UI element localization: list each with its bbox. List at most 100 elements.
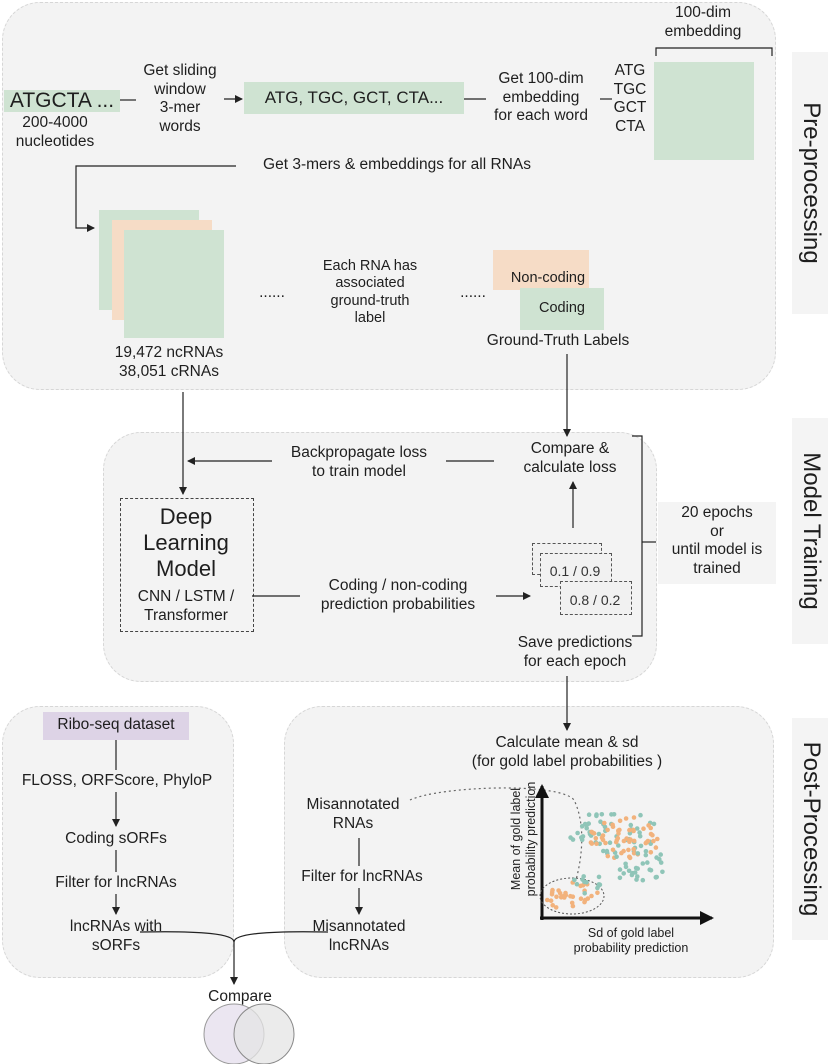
scatter-dot: [617, 827, 622, 833]
scatter-dot: [626, 868, 632, 874]
postprocessing-panel: [284, 706, 774, 978]
prob-box-b: [560, 581, 632, 615]
scatter-dot: [575, 830, 580, 836]
scatter-dot: [582, 879, 587, 885]
scatter-dot: [572, 877, 577, 883]
scatter-dot: [621, 848, 626, 854]
scatter-dot: [627, 854, 632, 860]
scatter-dot: [550, 903, 555, 908]
scatter-dot: [617, 867, 623, 872]
get-embedding-text: Get 100-dim embedding for each word: [494, 70, 588, 125]
scatter-dot: [653, 845, 659, 850]
scatter-dot: [599, 835, 605, 841]
scatter-dot: [621, 838, 627, 844]
misannotated-cluster-ellipse: [539, 877, 605, 915]
scatter-dot: [637, 830, 642, 835]
scatter-dot: [598, 819, 603, 824]
scatter-dot: [614, 837, 620, 843]
scatter-dot: [631, 846, 636, 852]
scatter-dot: [582, 821, 588, 827]
words-text: ATG, TGC, GCT, CTA...: [264, 88, 444, 107]
scatter-dot: [601, 848, 606, 854]
scatter-dot: [582, 891, 587, 896]
scatter-dot: [557, 891, 563, 896]
scatter-points: [545, 812, 665, 910]
dotted-link-misannotated: [409, 787, 583, 881]
scatter-dot: [628, 822, 634, 828]
scatter-dot: [640, 861, 646, 866]
scatter-dot: [594, 812, 599, 817]
rna-stack-front: [124, 230, 224, 338]
compare-brace: [139, 931, 329, 943]
scatter-dot: [588, 840, 594, 845]
coding-sorfs: Coding sORFs: [65, 830, 167, 847]
scatter-dot: [548, 898, 554, 903]
scatter-dot: [634, 877, 639, 882]
scatter-dot: [648, 831, 654, 837]
scatter-dot: [617, 818, 623, 824]
scatter-dot: [631, 838, 637, 844]
scatter-dot: [658, 852, 663, 857]
scatter-dot: [605, 827, 610, 833]
backprop-text: Backpropagate loss to train model: [272, 444, 446, 482]
scatter-dot: [623, 861, 628, 867]
scatter-dot: [554, 894, 559, 900]
save-predictions-text: Save predictions for each epoch: [517, 634, 633, 670]
scatter-dot: [549, 892, 555, 897]
scatter-dot: [616, 843, 621, 848]
noncoding-box: [493, 250, 589, 290]
filter-lnc-right: Filter for lncRNAs: [301, 868, 423, 885]
prob-a: 0.1 / 0.9: [549, 563, 601, 579]
scatter-dot: [658, 860, 664, 865]
scatter-dot: [651, 821, 657, 827]
scatter-dot: [635, 851, 641, 856]
scatter-dot: [637, 833, 643, 839]
side-label-box-post: [792, 718, 828, 940]
prob-b: 0.8 / 0.2: [569, 592, 621, 608]
scatter-dot: [578, 896, 584, 901]
scatter-dot: [645, 838, 651, 844]
scatter-dot: [657, 856, 662, 862]
scatter-dot: [609, 812, 614, 817]
input-length: 200-4000 nucleotides: [15, 114, 95, 150]
dots-right: ......: [460, 284, 486, 301]
epochs-text: 20 epochs or until model is trained: [671, 504, 763, 577]
model-title: Deep Learning Model: [143, 504, 229, 581]
ribo-tools: FLOSS, ORFScore, PhyloP: [4, 772, 230, 791]
rna-counts: 19,472 ncRNAs 38,051 cRNAs: [114, 344, 224, 380]
scatter-dot: [633, 865, 639, 871]
scatter-dot: [603, 840, 608, 846]
epoch-loop-bracket: [632, 435, 643, 637]
filter-lnc-left: Filter for lncRNAs: [55, 874, 177, 891]
arrow-all-rnas: [75, 165, 236, 232]
prediction-text: Coding / non-coding prediction probabili…: [320, 577, 476, 613]
scatter-dot: [617, 875, 623, 881]
scatter-dot: [582, 897, 588, 903]
scatter-dot: [550, 887, 555, 893]
model-box: [120, 498, 254, 632]
scatter-dot: [655, 836, 660, 842]
scatter-dot: [607, 840, 613, 845]
scatter-dot: [553, 905, 559, 910]
scatter-dot: [596, 883, 601, 889]
scatter-dot: [648, 868, 654, 873]
ribo-dataset-box: [43, 712, 189, 740]
input-sequence-box: [4, 90, 120, 112]
scatter-dot: [563, 890, 568, 896]
noncoding-label: Non-coding: [510, 270, 586, 286]
scatter-dot: [597, 841, 602, 847]
scatter-dot: [638, 812, 643, 818]
scatter-dot: [589, 829, 594, 835]
misannotated-rnas: Misannotated RNAs: [306, 796, 400, 832]
scatter-dot: [621, 871, 626, 876]
scatter-dot: [594, 841, 599, 846]
lnc-with-sorfs: lncRNAs with sORFs: [69, 918, 163, 954]
scatter-dot: [653, 874, 659, 880]
scatter-dot: [568, 835, 573, 840]
dots-left: ......: [259, 284, 285, 301]
scatter-x-label: Sd of gold label probability prediction: [573, 926, 689, 955]
ground-truth-labels: Ground-Truth Labels: [486, 332, 630, 349]
scatter-dot: [640, 877, 646, 883]
scatter-dot: [570, 903, 576, 909]
